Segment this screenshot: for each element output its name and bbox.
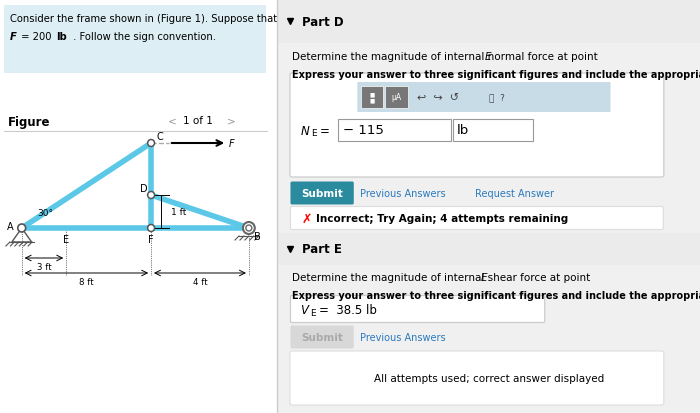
Text: ■
■: ■ ■ xyxy=(370,93,375,103)
FancyBboxPatch shape xyxy=(290,326,354,349)
Text: 1 of 1: 1 of 1 xyxy=(183,116,213,126)
Text: F: F xyxy=(229,139,234,149)
Text: E: E xyxy=(310,309,316,318)
Bar xyxy=(386,87,407,109)
Text: $V$: $V$ xyxy=(300,303,311,316)
Text: D: D xyxy=(139,183,147,194)
Bar xyxy=(453,120,533,142)
Text: =: = xyxy=(320,125,330,138)
Text: E: E xyxy=(311,129,316,138)
FancyBboxPatch shape xyxy=(290,351,664,405)
Bar xyxy=(4,6,265,74)
Circle shape xyxy=(148,225,155,232)
Text: <: < xyxy=(168,116,176,126)
Text: Determine the magnitude of internal shear force at point: Determine the magnitude of internal shea… xyxy=(292,272,594,282)
Text: A: A xyxy=(7,221,14,231)
Text: lb: lb xyxy=(457,124,469,137)
Text: . Follow the sign convention.: . Follow the sign convention. xyxy=(70,32,216,42)
FancyBboxPatch shape xyxy=(290,182,354,205)
Text: 30°: 30° xyxy=(38,209,53,218)
Text: − 115: − 115 xyxy=(343,124,384,137)
Circle shape xyxy=(246,225,252,231)
Text: 8 ft: 8 ft xyxy=(79,277,94,286)
Text: All attempts used; correct answer displayed: All attempts used; correct answer displa… xyxy=(374,373,604,383)
Text: Consider the frame shown in (Figure 1). Suppose that: Consider the frame shown in (Figure 1). … xyxy=(10,14,277,24)
Text: Part E: Part E xyxy=(302,243,342,256)
Bar xyxy=(361,87,384,109)
Text: >: > xyxy=(227,116,236,126)
Text: 1 ft: 1 ft xyxy=(171,207,186,216)
Text: $N$: $N$ xyxy=(300,125,311,138)
Text: = 200: = 200 xyxy=(18,32,57,42)
Bar xyxy=(278,0,700,44)
Text: C: C xyxy=(156,132,163,142)
Text: Incorrect; Try Again; 4 attempts remaining: Incorrect; Try Again; 4 attempts remaini… xyxy=(316,214,568,223)
Circle shape xyxy=(18,224,26,233)
Text: 4 ft: 4 ft xyxy=(193,277,207,286)
Text: E: E xyxy=(63,235,69,244)
Text: Determine the magnitude of internal normal force at point: Determine the magnitude of internal norm… xyxy=(292,52,601,62)
Text: B: B xyxy=(254,231,260,242)
Text: ✗: ✗ xyxy=(302,212,312,225)
Text: =  38.5 lb: = 38.5 lb xyxy=(319,303,377,316)
FancyBboxPatch shape xyxy=(290,207,664,230)
Text: Previous Answers: Previous Answers xyxy=(360,189,446,199)
FancyBboxPatch shape xyxy=(290,296,545,323)
Text: F: F xyxy=(148,235,154,244)
FancyBboxPatch shape xyxy=(290,74,664,178)
Text: ↩  ↪  ↺: ↩ ↪ ↺ xyxy=(416,93,459,103)
Circle shape xyxy=(243,223,255,235)
Bar xyxy=(338,120,451,142)
Text: ⬛  ?: ⬛ ? xyxy=(489,93,505,102)
Text: Submit: Submit xyxy=(301,189,343,199)
Text: Request Answer: Request Answer xyxy=(475,189,554,199)
Text: Figure: Figure xyxy=(8,116,50,129)
Text: Previous Answers: Previous Answers xyxy=(360,332,446,342)
Text: E: E xyxy=(481,272,487,282)
Text: 3 ft: 3 ft xyxy=(36,262,51,271)
Text: F: F xyxy=(10,32,17,42)
Text: μA: μA xyxy=(391,93,402,102)
Text: Submit: Submit xyxy=(301,332,343,342)
Text: Part D: Part D xyxy=(302,15,344,28)
FancyBboxPatch shape xyxy=(357,83,610,113)
Text: E: E xyxy=(484,52,491,62)
Circle shape xyxy=(148,140,155,147)
Text: lb: lb xyxy=(56,32,67,42)
Text: Express your answer to three significant figures and include the appropriate uni: Express your answer to three significant… xyxy=(292,290,700,300)
Text: Express your answer to three significant figures and include the appropriate uni: Express your answer to three significant… xyxy=(292,70,700,80)
Circle shape xyxy=(148,192,155,199)
Bar xyxy=(278,233,700,266)
